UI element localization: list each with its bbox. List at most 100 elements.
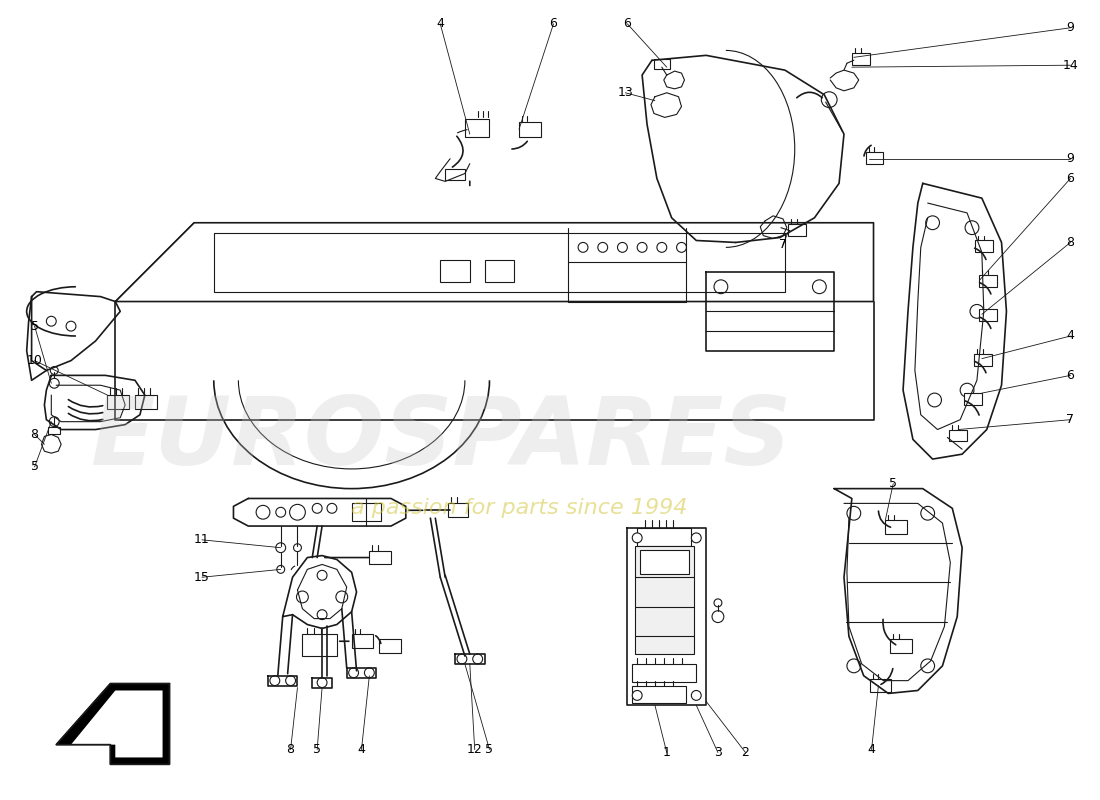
- Text: 12: 12: [466, 743, 483, 756]
- Polygon shape: [72, 690, 163, 758]
- Circle shape: [51, 366, 58, 374]
- Circle shape: [46, 316, 56, 326]
- Bar: [788, 224, 805, 235]
- Circle shape: [317, 570, 327, 580]
- Text: 5: 5: [314, 743, 321, 756]
- Bar: [974, 354, 992, 366]
- Text: 8: 8: [287, 743, 295, 756]
- Bar: [975, 241, 992, 252]
- Circle shape: [317, 678, 327, 687]
- Bar: [352, 634, 373, 648]
- Bar: [886, 520, 907, 534]
- Circle shape: [312, 503, 322, 514]
- Circle shape: [327, 503, 337, 514]
- Bar: [635, 546, 694, 654]
- Circle shape: [276, 542, 286, 553]
- Circle shape: [714, 599, 722, 606]
- Text: 11: 11: [194, 534, 210, 546]
- Text: 5: 5: [31, 320, 38, 333]
- Circle shape: [617, 242, 627, 252]
- Bar: [851, 54, 870, 66]
- Text: 10: 10: [26, 354, 43, 367]
- Circle shape: [657, 242, 667, 252]
- Text: 5: 5: [889, 477, 898, 490]
- Circle shape: [270, 676, 279, 686]
- Circle shape: [579, 242, 588, 252]
- Text: 4: 4: [437, 18, 444, 30]
- Text: 4: 4: [868, 743, 876, 756]
- Text: 15: 15: [194, 570, 210, 584]
- Text: 7: 7: [779, 238, 786, 251]
- Text: 9: 9: [1067, 152, 1075, 166]
- Text: 1: 1: [663, 746, 671, 759]
- Text: a passion for parts since 1994: a passion for parts since 1994: [351, 498, 688, 518]
- Bar: [48, 426, 60, 434]
- Text: 5: 5: [485, 743, 494, 756]
- Circle shape: [921, 506, 935, 520]
- Text: EUROSPARES: EUROSPARES: [89, 394, 791, 486]
- Circle shape: [294, 544, 301, 552]
- Circle shape: [473, 654, 483, 664]
- Text: 4: 4: [1067, 330, 1075, 342]
- Text: 6: 6: [624, 18, 631, 30]
- Circle shape: [364, 668, 374, 678]
- Bar: [485, 260, 514, 282]
- Circle shape: [632, 690, 642, 700]
- Bar: [519, 122, 541, 137]
- Bar: [352, 503, 382, 521]
- Bar: [866, 152, 883, 164]
- Text: 8: 8: [31, 428, 38, 441]
- Bar: [979, 310, 997, 322]
- Circle shape: [597, 242, 607, 252]
- Bar: [446, 169, 465, 181]
- Circle shape: [692, 533, 701, 542]
- Bar: [440, 260, 470, 282]
- Bar: [448, 503, 468, 517]
- Circle shape: [926, 216, 939, 230]
- Text: 8: 8: [1067, 236, 1075, 249]
- Bar: [632, 664, 696, 682]
- Bar: [949, 430, 967, 442]
- Circle shape: [297, 591, 308, 603]
- Bar: [632, 686, 686, 703]
- Circle shape: [289, 504, 306, 520]
- Circle shape: [822, 92, 837, 107]
- Circle shape: [712, 610, 724, 622]
- Text: 6: 6: [1067, 369, 1075, 382]
- Bar: [637, 528, 692, 546]
- Text: 6: 6: [550, 18, 558, 30]
- Circle shape: [50, 378, 59, 388]
- Polygon shape: [56, 683, 169, 764]
- Circle shape: [256, 506, 270, 519]
- Text: 9: 9: [1067, 22, 1075, 34]
- Bar: [379, 639, 400, 653]
- Bar: [302, 634, 337, 656]
- Circle shape: [50, 417, 59, 426]
- Circle shape: [847, 506, 860, 520]
- Circle shape: [349, 668, 359, 678]
- Circle shape: [637, 242, 647, 252]
- Circle shape: [927, 393, 942, 407]
- Text: 5: 5: [31, 461, 38, 474]
- Bar: [964, 393, 982, 405]
- Circle shape: [66, 322, 76, 331]
- Bar: [870, 678, 891, 693]
- Circle shape: [813, 280, 826, 294]
- Circle shape: [714, 280, 728, 294]
- Bar: [640, 550, 690, 574]
- Circle shape: [276, 507, 286, 517]
- Text: 6: 6: [1067, 172, 1075, 185]
- Bar: [465, 119, 490, 137]
- Text: 4: 4: [358, 743, 365, 756]
- Circle shape: [336, 591, 348, 603]
- Circle shape: [970, 305, 983, 318]
- Circle shape: [847, 659, 860, 673]
- Bar: [135, 395, 156, 409]
- Text: 2: 2: [741, 746, 749, 759]
- Bar: [979, 275, 997, 286]
- Text: 13: 13: [617, 86, 634, 99]
- Circle shape: [676, 242, 686, 252]
- Text: 3: 3: [714, 746, 722, 759]
- Circle shape: [921, 659, 935, 673]
- Circle shape: [692, 690, 701, 700]
